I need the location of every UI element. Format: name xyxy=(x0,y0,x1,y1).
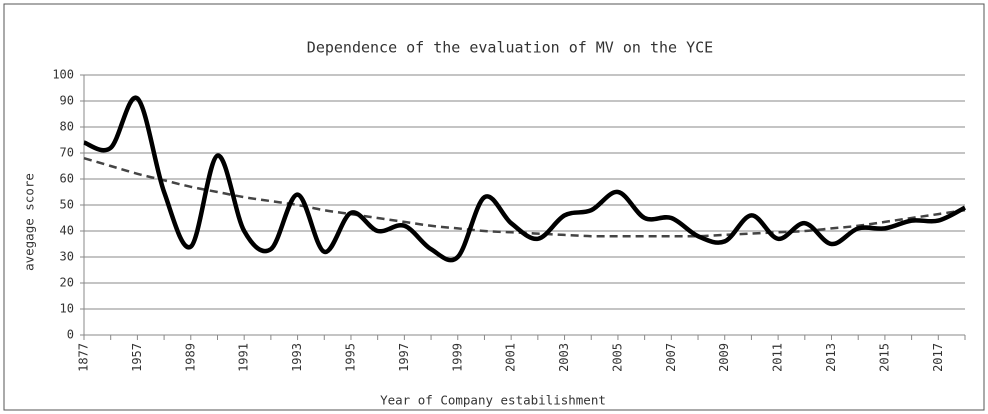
y-axis-title: avegage score xyxy=(22,173,37,271)
y-tick-label: 100 xyxy=(52,68,74,82)
x-tick-label: 2001 xyxy=(504,343,518,372)
x-tick-label: 2007 xyxy=(664,343,678,372)
x-tick-label: 2013 xyxy=(824,343,838,372)
y-tick-label: 30 xyxy=(60,250,74,264)
y-tick-label: 0 xyxy=(67,328,74,342)
y-tick-label: 40 xyxy=(60,224,74,238)
x-tick-label: 1997 xyxy=(397,343,411,372)
x-tick-label: 2011 xyxy=(771,343,785,372)
x-tick-label: 2009 xyxy=(717,343,731,372)
x-tick-label: 1999 xyxy=(450,343,464,372)
x-tick-label: 1991 xyxy=(237,343,251,372)
y-tick-label: 60 xyxy=(60,172,74,186)
y-tick-label: 90 xyxy=(60,94,74,108)
x-tick-label: 2005 xyxy=(610,343,624,372)
x-tick-label: 1993 xyxy=(290,343,304,372)
x-axis-title: Year of Company estabilishment xyxy=(380,393,606,408)
y-tick-label: 80 xyxy=(60,120,74,134)
x-tick-label: 2017 xyxy=(931,343,945,372)
x-tick-label: 1957 xyxy=(130,343,144,372)
y-tick-label: 20 xyxy=(60,276,74,290)
x-tick-label: 2015 xyxy=(877,343,891,372)
x-tick-label: 1989 xyxy=(183,343,197,372)
y-tick-label: 70 xyxy=(60,146,74,160)
y-tick-label: 50 xyxy=(60,198,74,212)
x-tick-label: 2003 xyxy=(557,343,571,372)
x-tick-label: 1877 xyxy=(77,343,91,372)
chart-title: Dependence of the evaluation of MV on th… xyxy=(307,39,713,57)
x-tick-label: 1995 xyxy=(343,343,357,372)
series-line xyxy=(83,95,967,263)
y-tick-label: 10 xyxy=(60,302,74,316)
